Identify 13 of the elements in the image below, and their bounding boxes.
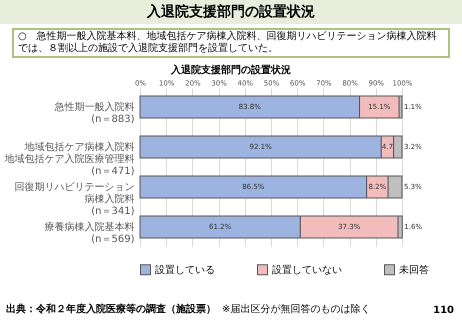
y-tick-label: 回復期リハビリテーション病棟入院料(n＝341) — [14, 181, 135, 217]
source-note: 出典：令和２年度入院医療等の調査（施設票） — [6, 304, 216, 315]
text: 110 — [433, 305, 454, 316]
y-tick-label: 療養病棟入院基本料(n＝569) — [44, 221, 135, 245]
legend-label: 未回答 — [399, 264, 429, 276]
text: ※届出区分が無回答のものは除く — [222, 304, 370, 315]
legend-label: 設置している — [155, 264, 215, 276]
chart-title: 入退院支援部門の設置状況 — [170, 64, 292, 77]
legend-label: 設置していない — [272, 264, 342, 276]
y-tick-label: 急性期一般入院料(n＝883) — [54, 101, 135, 125]
text: 入退院支援部門の設置状況 — [0, 0, 462, 24]
chart-subtitle: ○ 急性期一般入院基本料、地域包括ケア病棟入院料、回復期リハビリテーション病棟入院料では、８割以上の施設で入退院支援部門を設置していた。 — [12, 28, 450, 58]
y-tick-label: 地域包括ケア病棟入院料地域包括ケア入院医療管理料(n＝471) — [4, 141, 135, 177]
